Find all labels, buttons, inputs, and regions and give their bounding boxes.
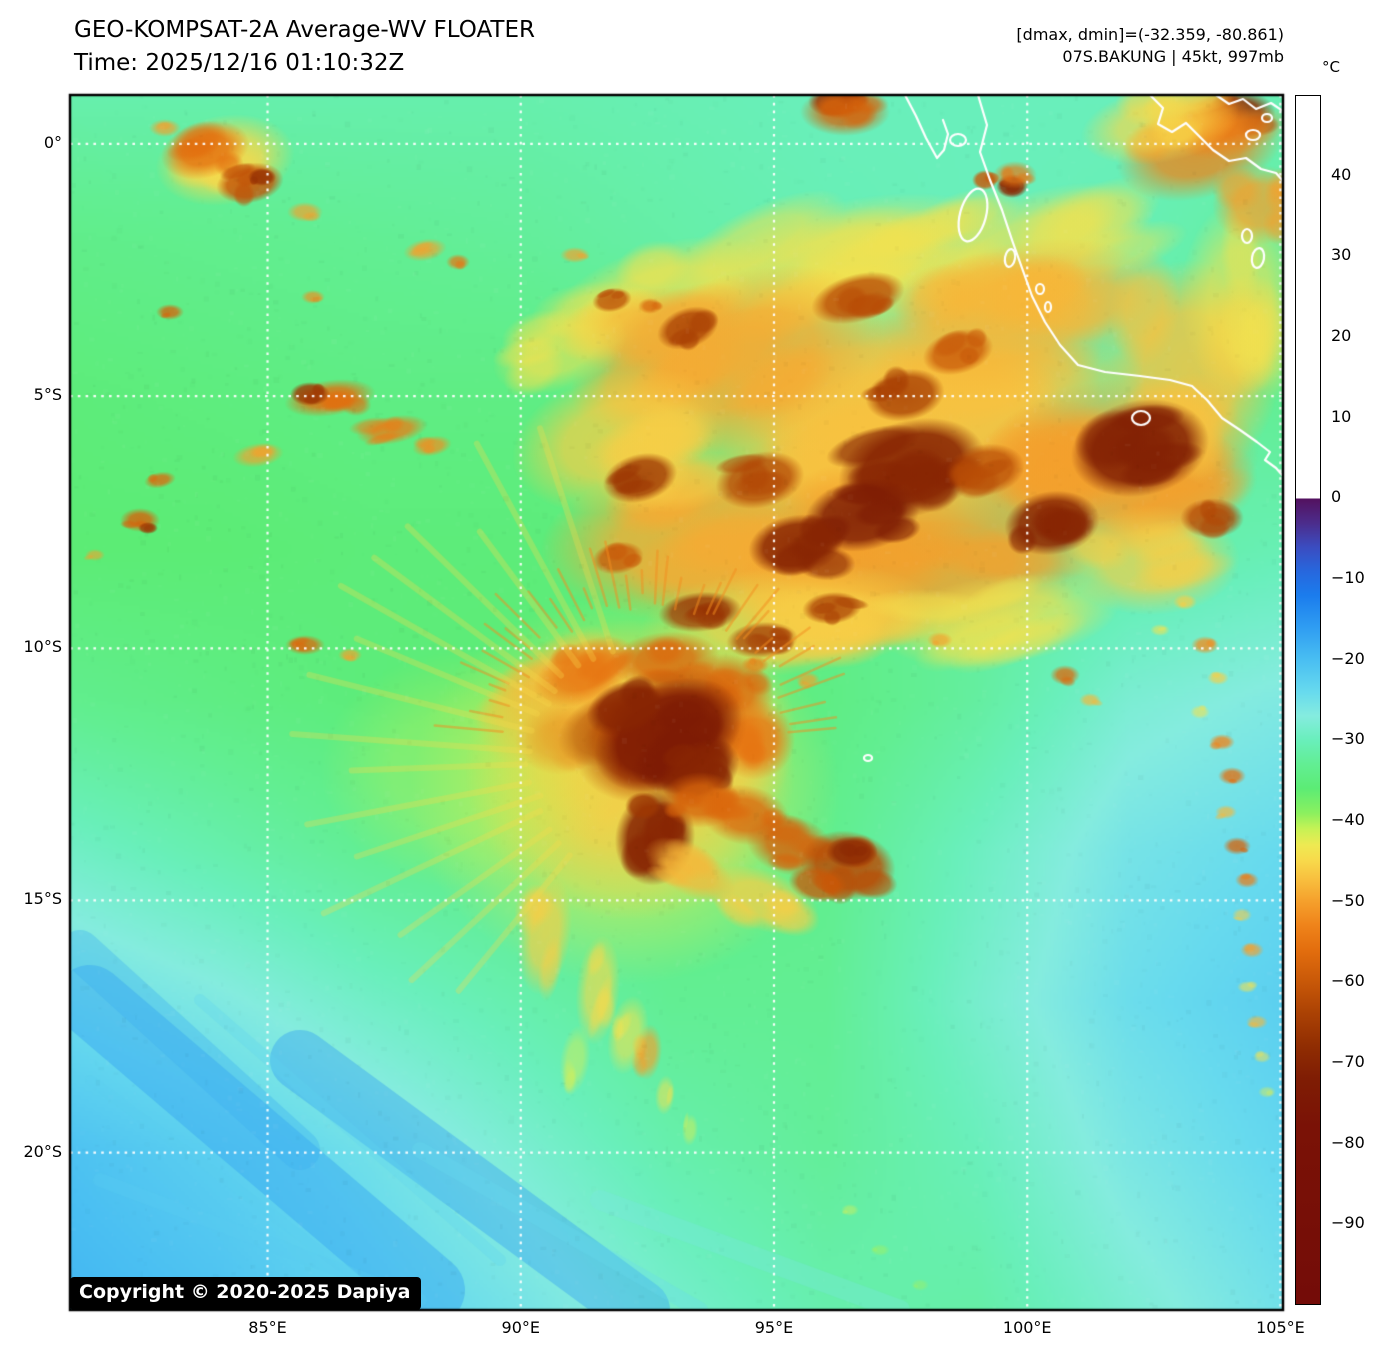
colorbar-tick-label: −90 (1331, 1213, 1365, 1233)
lat-axis-label: 10°S (23, 637, 62, 657)
colorbar-tick-label: −40 (1331, 810, 1365, 829)
colorbar-tick-label: 30 (1331, 245, 1352, 265)
colorbar-tick-label: 40 (1331, 164, 1352, 184)
lat-axis-label: 5°S (33, 385, 62, 405)
colorbar-tick-label: −20 (1331, 648, 1365, 668)
colorbar-unit-label: °C (1322, 58, 1340, 76)
colorbar-tick-label: −70 (1331, 1052, 1365, 1071)
lon-axis-label: 100°E (1002, 1318, 1052, 1337)
dmax-dmin-readout: [dmax, dmin]=(-32.359, -80.861) (1016, 25, 1284, 44)
lon-axis-label: 105°E (1256, 1318, 1305, 1337)
lat-axis-label: 15°S (23, 889, 62, 909)
colorbar-tick-label: −10 (1331, 568, 1365, 587)
storm-id-intensity: 07S.BAKUNG | 45kt, 997mb (1062, 47, 1284, 66)
colorbar-tick-label: −30 (1331, 729, 1365, 749)
title-line-1: GEO-KOMPSAT-2A Average-WV FLOATER (74, 17, 535, 43)
lon-axis-label: 95°E (754, 1318, 794, 1337)
colorbar-tick-label: −80 (1331, 1132, 1365, 1152)
lon-axis-label: 85°E (248, 1318, 287, 1337)
lon-axis-label: 90°E (501, 1318, 540, 1337)
figure-title: GEO-KOMPSAT-2A Average-WV FLOATER Time: 2… (74, 14, 535, 80)
storm-info: [dmax, dmin]=(-32.359, -80.861) 07S.BAKUN… (1016, 24, 1284, 68)
copyright-badge: Copyright © 2020-2025 Dapiya (70, 1277, 422, 1310)
colorbar-tick-label: 0 (1331, 487, 1342, 507)
colorbar-tick-label: −60 (1331, 971, 1365, 991)
colorbar-tick-label: 10 (1331, 406, 1352, 426)
lat-axis-label: 0° (43, 132, 62, 152)
temperature-colorbar (1295, 95, 1321, 1305)
colorbar-tick-label: −50 (1331, 890, 1365, 910)
title-time-line: Time: 2025/12/16 01:10:32Z (74, 50, 405, 76)
lat-axis-label: 20°S (23, 1141, 62, 1161)
colorbar-tick-label: 20 (1331, 326, 1352, 345)
